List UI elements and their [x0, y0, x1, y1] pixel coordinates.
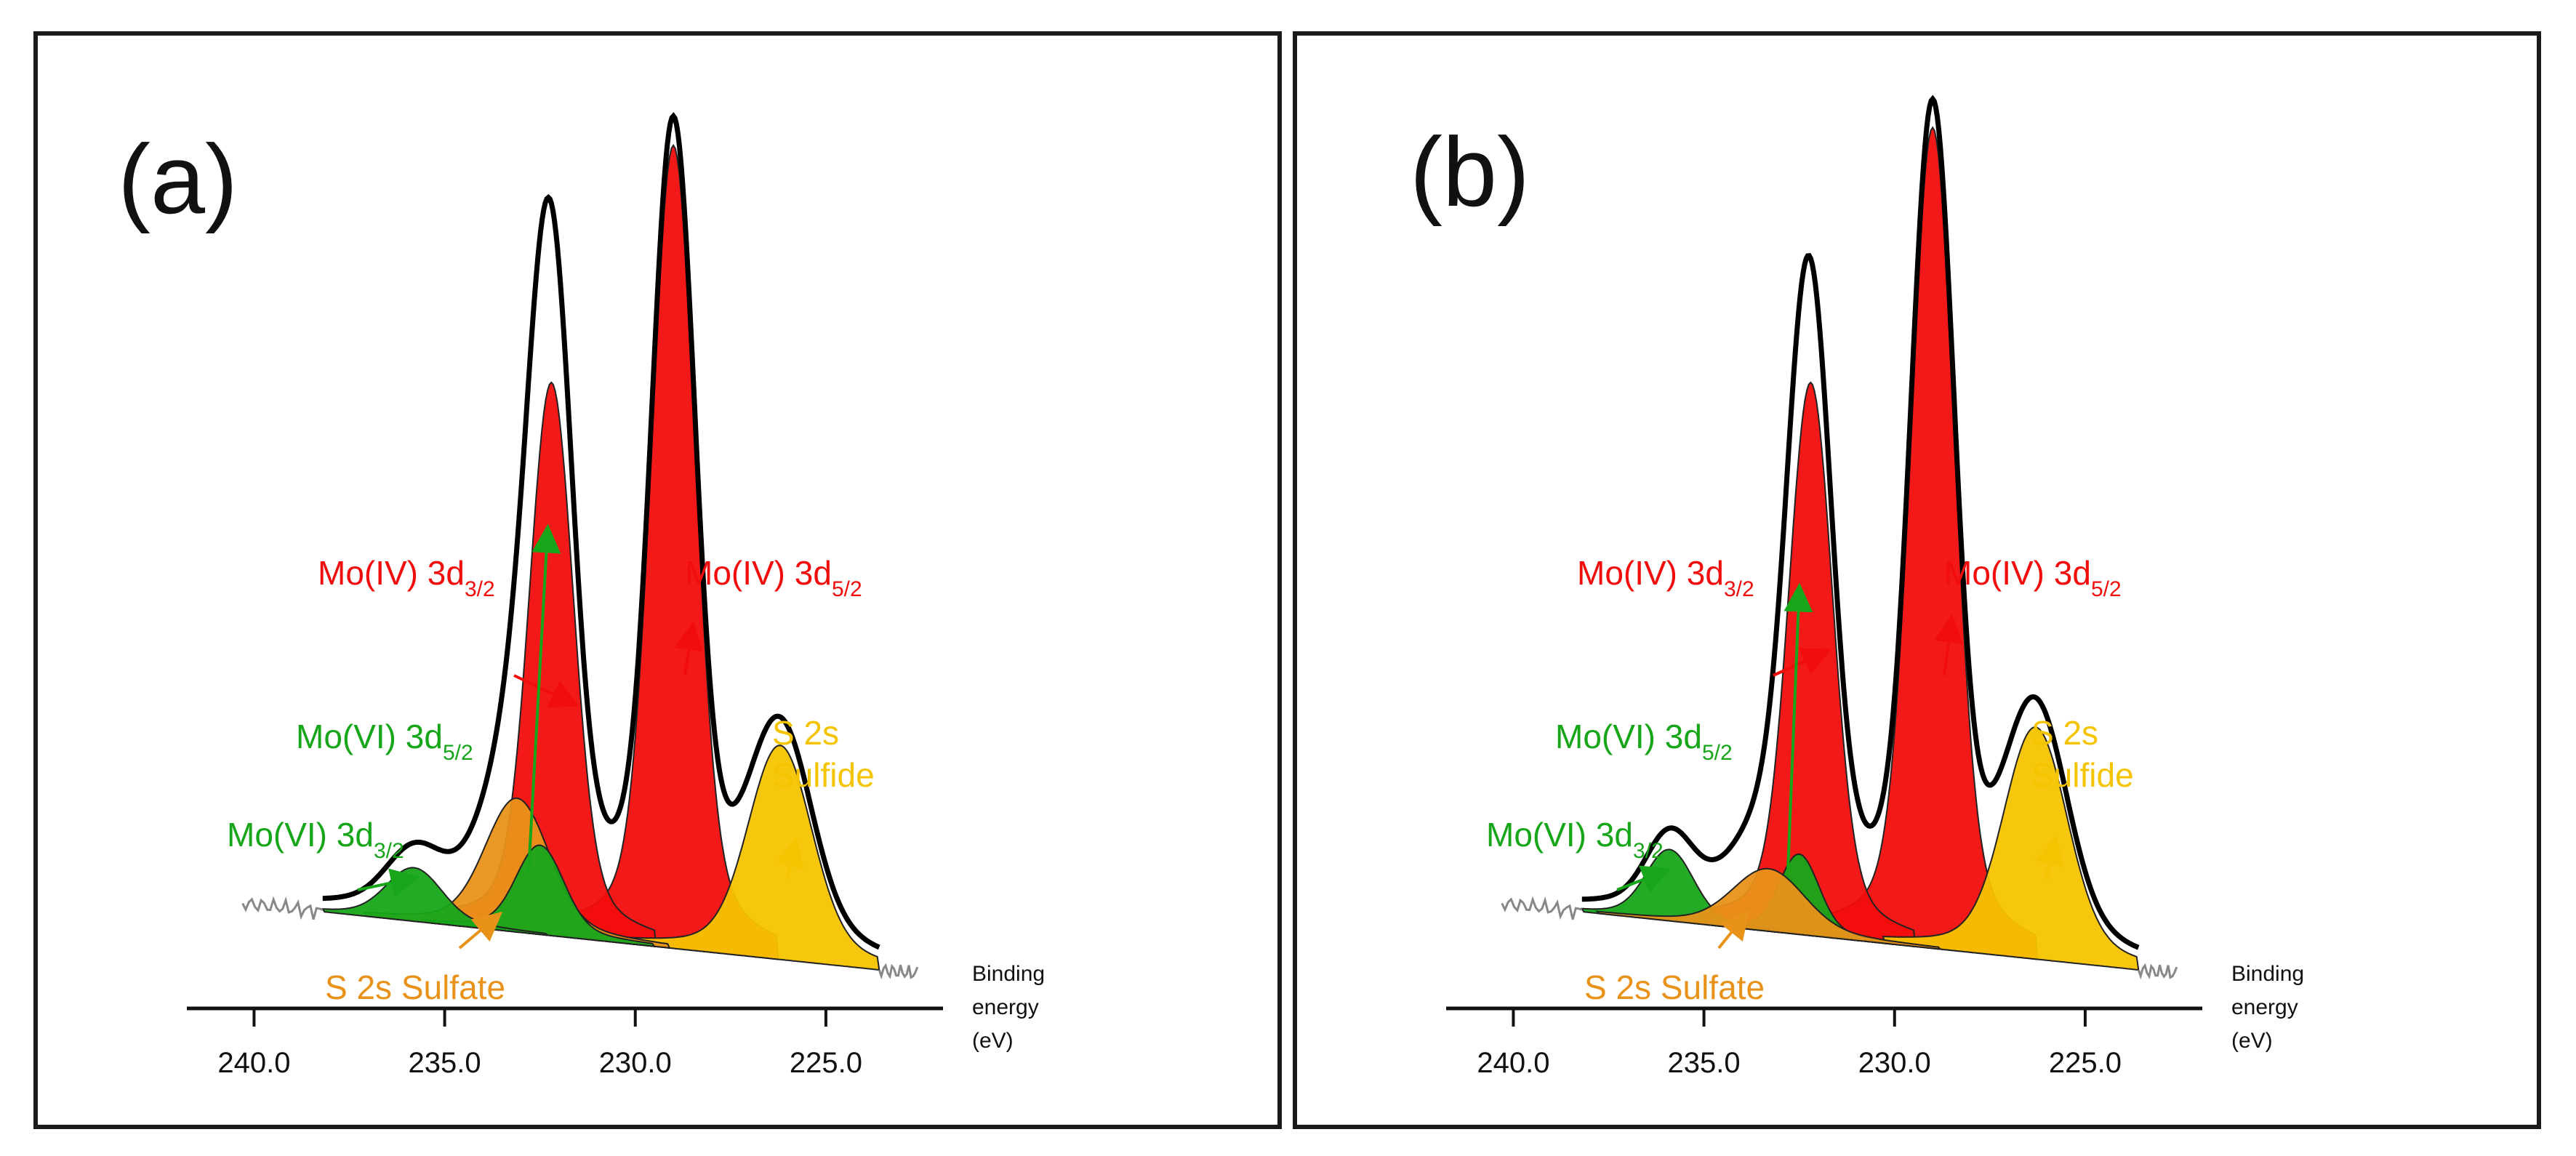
panel-label: (b) — [1410, 117, 1530, 227]
x-axis-label: Binding — [972, 962, 1045, 986]
annotation-arrow — [527, 523, 561, 872]
panel-label: (a) — [118, 124, 238, 234]
annotation-arrow — [1783, 582, 1813, 872]
annotation-arrow — [674, 621, 704, 676]
peak-annotation: Mo(VI) 3d3/2 — [1486, 816, 1672, 893]
annotation-label: S 2s Sulfate — [1584, 968, 1765, 1006]
annotation-label: S 2s Sulfate — [325, 968, 505, 1006]
chart-panel-b: (b) 240.0 235.0 230.0 225.0 Binding energy (eV… — [1293, 31, 2541, 1129]
peak-annotation: Mo(IV) 3d3/2 — [318, 554, 580, 707]
peak-s-2s-sulfate — [1595, 867, 1943, 950]
fit-envelope — [1581, 95, 2140, 950]
peak-annotation: S 2s Sulfate — [1584, 910, 1765, 1006]
annotation-arrow — [776, 837, 804, 880]
peak-annotation: Mo(IV) 3d3/2 — [1577, 554, 1831, 677]
annotation-label: Sulfide — [2031, 756, 2134, 794]
annotation-arrow — [1773, 648, 1831, 677]
x-tick: 240.0 — [217, 1008, 290, 1079]
annotation-arrow — [1934, 613, 1963, 676]
annotation-label: Mo(IV) 3d5/2 — [685, 554, 862, 601]
x-axis-label: (eV) — [972, 1029, 1014, 1053]
x-tick: 235.0 — [1668, 1008, 1741, 1079]
x-tick-label: 225.0 — [790, 1047, 862, 1079]
annotation-label: Mo(VI) 3d3/2 — [227, 816, 404, 863]
x-axis-label: energy — [2231, 995, 2298, 1019]
raw-data-right — [878, 963, 919, 980]
x-tick: 225.0 — [2049, 1008, 2122, 1079]
annotation-arrow — [513, 674, 580, 707]
x-tick-label: 240.0 — [1477, 1047, 1549, 1079]
peak-annotation: Mo(IV) 3d5/2 — [1934, 554, 2122, 676]
peak-annotation: S 2s Sulfide — [772, 714, 875, 880]
x-tick: 240.0 — [1477, 1008, 1549, 1079]
peak-annotation: S 2s Sulfate — [325, 912, 505, 1006]
x-tick-label: 240.0 — [217, 1047, 290, 1079]
annotation-label: S 2s — [772, 714, 839, 752]
peak-annotation: S 2s Sulfide — [2031, 714, 2134, 880]
annotation-label: Mo(IV) 3d3/2 — [1577, 554, 1754, 601]
annotation-arrow — [357, 868, 420, 897]
annotation-arrow — [1717, 910, 1750, 950]
x-tick-label: 225.0 — [2049, 1047, 2122, 1079]
peak-annotation: Mo(VI) 3d5/2 — [1555, 582, 1813, 872]
annotation-arrow — [2035, 835, 2064, 880]
annotation-label: Mo(VI) 3d3/2 — [1486, 816, 1664, 863]
x-tick: 230.0 — [1858, 1008, 1931, 1079]
peak-annotation: Mo(IV) 3d5/2 — [674, 554, 862, 676]
annotation-label: Sulfide — [772, 756, 875, 794]
annotation-label: Mo(VI) 3d5/2 — [296, 718, 473, 765]
chart-panel-a: (a) 240.0 235.0 230.0 225.0 Binding energy (eV… — [33, 31, 1282, 1129]
x-axis-label: (eV) — [2231, 1029, 2273, 1053]
raw-data-left — [241, 896, 324, 920]
x-tick: 235.0 — [409, 1008, 481, 1079]
peak-annotation: Mo(VI) 3d3/2 — [227, 816, 420, 897]
x-axis-label: energy — [972, 995, 1039, 1019]
x-tick-label: 230.0 — [1858, 1047, 1931, 1079]
raw-data-right — [2137, 963, 2178, 980]
xps-spectrum-a: 240.0 235.0 230.0 225.0 Binding energy (eV) Mo(… — [187, 112, 1045, 1079]
raw-data-left — [1501, 896, 1583, 920]
annotation-label: Mo(IV) 3d3/2 — [318, 554, 495, 601]
x-tick-label: 235.0 — [1668, 1047, 1741, 1079]
annotation-label: Mo(IV) 3d5/2 — [1944, 554, 2122, 601]
x-tick-label: 230.0 — [599, 1047, 672, 1079]
annotation-arrow — [1616, 865, 1672, 893]
peak-annotation: Mo(VI) 3d5/2 — [296, 523, 561, 872]
x-tick: 225.0 — [790, 1008, 862, 1079]
fit-envelope — [322, 112, 880, 950]
x-axis-label: Binding — [2231, 962, 2304, 986]
annotation-label: S 2s — [2031, 714, 2098, 752]
x-tick: 230.0 — [599, 1008, 672, 1079]
annotation-label: Mo(VI) 3d5/2 — [1555, 718, 1733, 765]
x-tick-label: 235.0 — [409, 1047, 481, 1079]
annotation-arrow — [458, 912, 503, 950]
xps-spectrum-b: 240.0 235.0 230.0 225.0 Binding energy (eV) Mo(… — [1446, 95, 2304, 1079]
